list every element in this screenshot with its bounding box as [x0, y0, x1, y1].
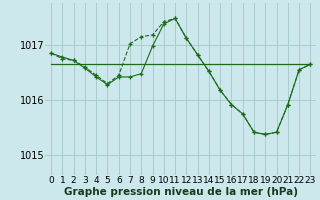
X-axis label: Graphe pression niveau de la mer (hPa): Graphe pression niveau de la mer (hPa): [64, 187, 298, 197]
